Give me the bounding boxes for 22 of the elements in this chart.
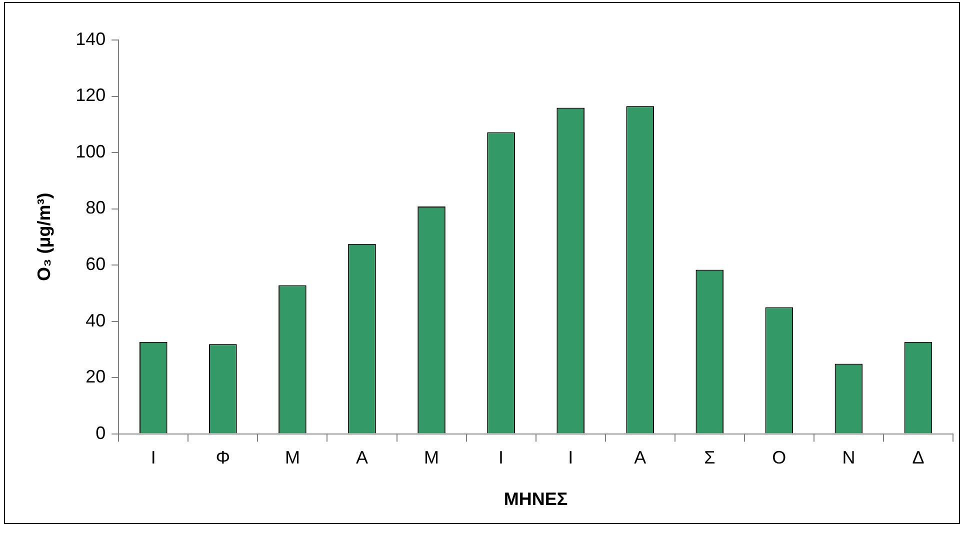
x-tick-label: Ν bbox=[842, 448, 856, 468]
y-tick-label: 40 bbox=[86, 310, 106, 330]
x-tick-label: Μ bbox=[284, 448, 300, 468]
x-tick-label: Μ bbox=[424, 448, 440, 468]
x-tick-label: Α bbox=[356, 448, 368, 468]
x-tick-label: Ο bbox=[772, 448, 786, 468]
x-tick-label: Σ bbox=[704, 448, 716, 468]
y-tick-label: 100 bbox=[76, 141, 106, 162]
y-tick-label: 80 bbox=[86, 198, 106, 218]
x-axis-title: ΜΗΝΕΣ bbox=[504, 489, 568, 510]
x-tick-label: Ι bbox=[150, 448, 156, 468]
y-tick-label: 20 bbox=[86, 366, 106, 387]
x-tick-label: Ι bbox=[498, 448, 504, 468]
y-tick-label: 0 bbox=[96, 422, 106, 443]
y-tick-label: 60 bbox=[86, 254, 106, 274]
x-tick-label: Α bbox=[634, 448, 646, 468]
x-tick-label: Ι bbox=[568, 448, 574, 468]
x-tick-label: Φ bbox=[216, 448, 230, 468]
y-tick-label: 120 bbox=[76, 85, 106, 106]
x-tick-label: Δ bbox=[912, 448, 924, 468]
y-axis-title: O₃ (μg/m³) bbox=[34, 192, 54, 282]
y-tick-label: 140 bbox=[76, 28, 106, 49]
